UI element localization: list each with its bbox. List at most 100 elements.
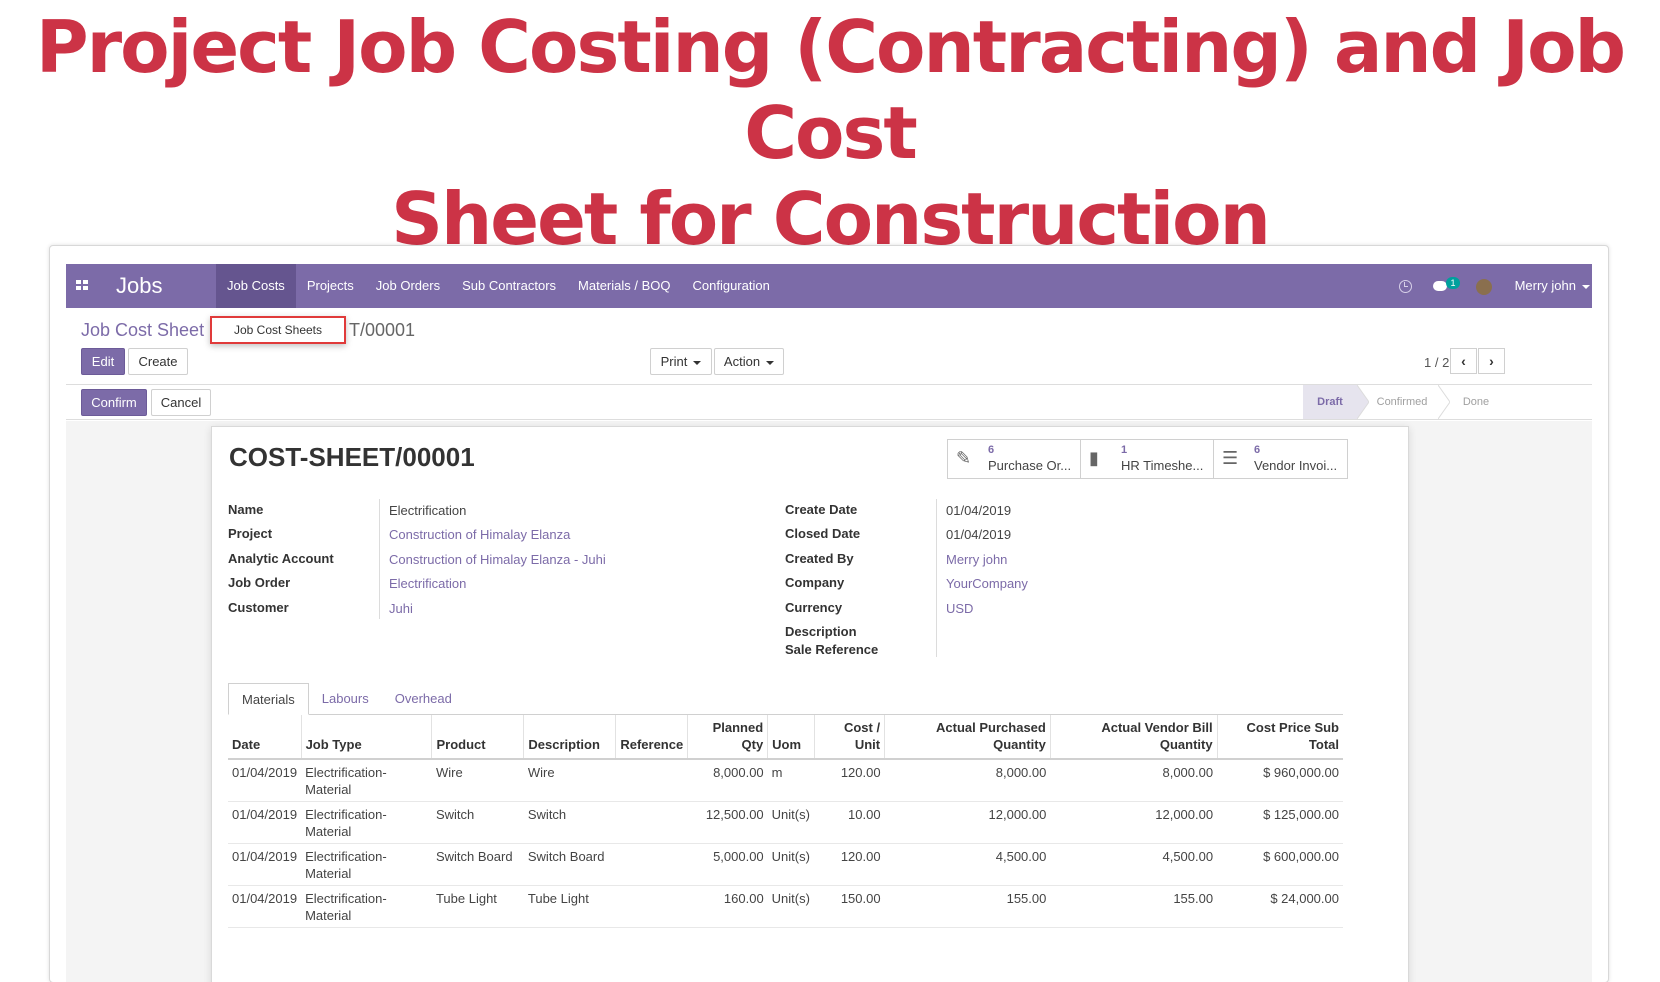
- screenshot-frame: Jobs Job Costs Projects Job Orders Sub C…: [49, 245, 1609, 982]
- table-cell: Electrification-Material: [301, 759, 432, 802]
- table-cell: Unit(s): [767, 843, 815, 886]
- materials-table: Date Job Type Product Description Refere…: [228, 715, 1343, 928]
- table-cell: $ 24,000.00: [1217, 885, 1343, 928]
- pager-next-button[interactable]: ›: [1478, 348, 1505, 374]
- field-divider: [379, 499, 380, 619]
- table-cell: 01/04/2019: [228, 843, 302, 886]
- stage-confirmed[interactable]: Confirmed: [1376, 396, 1428, 408]
- column-header[interactable]: Actual Purchased Quantity: [884, 715, 1051, 760]
- table-cell: Unit(s): [767, 801, 815, 844]
- column-header[interactable]: Cost Price Sub Total: [1217, 715, 1343, 760]
- hr-timesheets-button[interactable]: ▮ 1 HR Timeshe...: [1081, 440, 1214, 478]
- edit-button[interactable]: Edit: [81, 348, 125, 375]
- column-header[interactable]: Description: [523, 715, 617, 760]
- column-header[interactable]: Cost / Unit: [814, 715, 886, 760]
- stage-separator: [1438, 385, 1450, 419]
- menu-job-costs[interactable]: Job Costs: [216, 264, 296, 308]
- table-cell: Switch: [523, 801, 616, 844]
- column-header[interactable]: Uom: [767, 715, 816, 760]
- app-brand[interactable]: Jobs: [116, 273, 163, 298]
- table-cell: m: [767, 759, 815, 802]
- field-label-project: Project: [228, 526, 273, 541]
- notebook-tabs: Materials Labours Overhead: [228, 683, 465, 715]
- column-header[interactable]: Planned Qty: [687, 715, 769, 760]
- table-cell: 8,000.00: [687, 759, 768, 802]
- confirm-button[interactable]: Confirm: [81, 389, 147, 416]
- chat-icon[interactable]: [1433, 281, 1447, 291]
- field-divider: [936, 499, 937, 657]
- table-cell: 4,500.00: [1050, 843, 1218, 886]
- avatar[interactable]: [1476, 279, 1492, 295]
- table-cell: Switch Board: [523, 843, 616, 886]
- field-label-description: Description: [785, 624, 857, 639]
- print-button[interactable]: Print: [650, 348, 712, 375]
- field-value-create-date: 01/04/2019: [946, 503, 1012, 518]
- table-cell: 12,000.00: [884, 801, 1051, 844]
- create-button[interactable]: Create: [128, 348, 188, 375]
- cancel-button[interactable]: Cancel: [151, 389, 211, 416]
- field-value-customer[interactable]: Juhi: [389, 601, 413, 616]
- table-header-row: Date Job Type Product Description Refere…: [228, 715, 1343, 760]
- field-label-name: Name: [228, 502, 264, 517]
- table-row[interactable]: 01/04/2019 Electrification-Material Switch…: [228, 801, 1343, 844]
- menu-materials-boq[interactable]: Materials / BOQ: [578, 278, 671, 293]
- field-label-customer: Customer: [228, 600, 289, 615]
- smart-label: Vendor Invoi...: [1254, 458, 1338, 473]
- table-row[interactable]: 01/04/2019 Electrification-Material Switch…: [228, 843, 1343, 886]
- field-label-analytic-account: Analytic Account: [228, 551, 334, 566]
- tab-overhead[interactable]: Overhead: [394, 691, 452, 706]
- smart-count: 1: [1121, 444, 1128, 456]
- field-value-created-by[interactable]: Merry john: [946, 552, 1008, 567]
- table-cell: [615, 759, 688, 802]
- stage-done[interactable]: Done: [1462, 396, 1490, 408]
- chevron-down-icon[interactable]: [1582, 285, 1590, 289]
- table-cell: 4,500.00: [884, 843, 1051, 886]
- field-value-company[interactable]: YourCompany: [946, 576, 1028, 591]
- column-header[interactable]: Date: [228, 715, 302, 760]
- table-row[interactable]: 01/04/2019 Electrification-Material Wire Wi…: [228, 759, 1343, 802]
- pager-value[interactable]: 1 / 2: [1424, 355, 1450, 370]
- column-header[interactable]: Product: [431, 715, 525, 760]
- table-cell: Electrification-Material: [301, 801, 432, 844]
- field-value-closed-date: 01/04/2019: [946, 527, 1012, 542]
- table-cell: 12,500.00: [687, 801, 768, 844]
- user-menu[interactable]: Merry john: [1514, 278, 1576, 293]
- field-value-project[interactable]: Construction of Himalay Elanza: [389, 527, 571, 542]
- column-header[interactable]: Actual Vendor Bill Quantity: [1050, 715, 1218, 760]
- field-value-job-order[interactable]: Electrification: [389, 576, 467, 591]
- tab-labours[interactable]: Labours: [321, 691, 369, 706]
- column-header[interactable]: Job Type: [301, 715, 433, 760]
- clock-icon[interactable]: [1399, 280, 1412, 293]
- status-bar: Confirm Cancel Draft Confirmed Done: [66, 384, 1592, 420]
- edit-icon: ✎: [956, 448, 972, 468]
- menu-configuration[interactable]: Configuration: [692, 278, 770, 293]
- menu-sub-contractors[interactable]: Sub Contractors: [462, 278, 557, 293]
- pager-previous-button[interactable]: ‹: [1450, 348, 1477, 374]
- table-row[interactable]: 01/04/2019 Electrification-Material Tube L…: [228, 885, 1343, 928]
- tab-materials[interactable]: Materials: [228, 683, 309, 715]
- dropdown-item-job-cost-sheets[interactable]: Job Cost Sheets: [233, 323, 323, 337]
- table-cell: 8,000.00: [1050, 759, 1218, 802]
- apps-icon[interactable]: [76, 280, 88, 291]
- top-navbar: Jobs Job Costs Projects Job Orders Sub C…: [66, 264, 1592, 308]
- menu-job-orders[interactable]: Job Orders: [375, 278, 441, 293]
- field-label-created-by: Created By: [785, 551, 854, 566]
- sheet-title: COST-SHEET/00001: [229, 442, 475, 472]
- breadcrumb-root[interactable]: Job Cost Sheet: [81, 320, 205, 340]
- field-label-job-order: Job Order: [228, 575, 291, 590]
- smart-count: 6: [1254, 444, 1261, 456]
- table-cell: 8,000.00: [884, 759, 1051, 802]
- field-value-currency[interactable]: USD: [946, 601, 974, 616]
- column-header[interactable]: Reference: [615, 715, 689, 760]
- action-button[interactable]: Action: [714, 348, 784, 375]
- field-value-analytic-account[interactable]: Construction of Himalay Elanza - Juhi: [389, 552, 606, 567]
- stage-separator: [1357, 385, 1369, 419]
- tab-divider: [228, 714, 1343, 715]
- purchase-orders-button[interactable]: ✎ 6 Purchase Or...: [948, 440, 1081, 478]
- table-cell: $ 600,000.00: [1217, 843, 1343, 886]
- vendor-invoices-button[interactable]: ☰ 6 Vendor Invoi...: [1214, 440, 1347, 478]
- smart-buttons: ✎ 6 Purchase Or... ▮ 1 HR Timeshe... ☰ 6…: [947, 439, 1348, 479]
- menu-projects[interactable]: Projects: [306, 278, 354, 293]
- stage-draft[interactable]: Draft: [1303, 385, 1357, 419]
- list-icon: ☰: [1222, 448, 1239, 468]
